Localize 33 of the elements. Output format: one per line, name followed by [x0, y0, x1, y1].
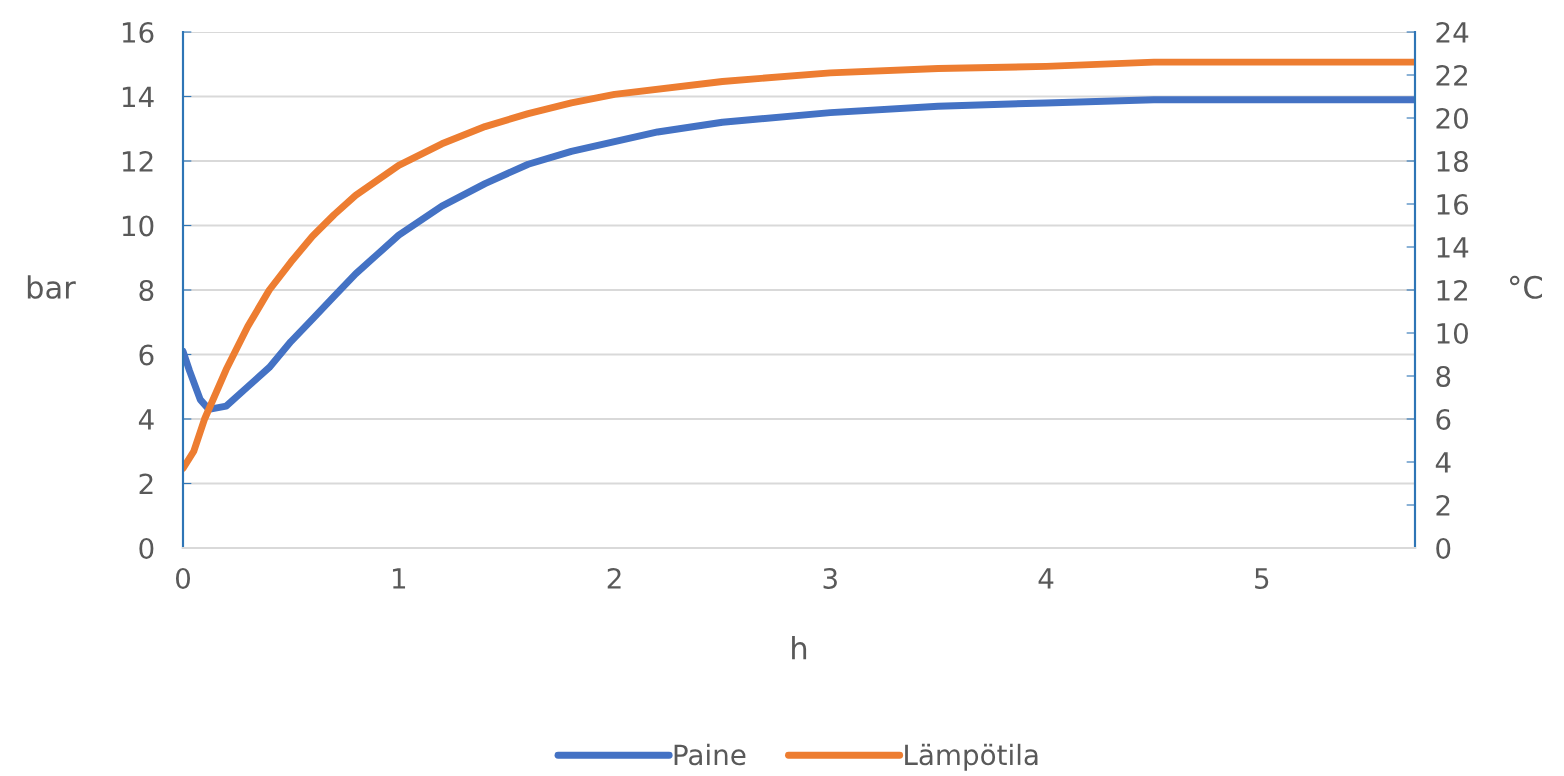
y-axis-title: bar — [27, 275, 76, 299]
y-tick-label: 10 — [122, 215, 154, 237]
x-tick-label: 2 — [607, 567, 621, 589]
legend-label: Lämpötila — [905, 743, 1038, 771]
y2-tick-label: 4 — [1435, 452, 1451, 473]
y-tick-label: 14 — [122, 86, 154, 108]
y-tick-label: 0 — [139, 537, 154, 559]
x-axis-title: h — [792, 635, 807, 660]
y2-tick-label: 18 — [1437, 150, 1468, 172]
y2-tick-label: 24 — [1436, 21, 1469, 43]
y-tick-label: 12 — [122, 150, 153, 172]
y2-tick-label: 20 — [1436, 107, 1468, 129]
y-tick-label: 4 — [138, 409, 154, 430]
y2-tick-label: 14 — [1437, 237, 1469, 258]
x-tick-label: 3 — [823, 567, 837, 589]
x-tick-label: 5 — [1255, 568, 1269, 589]
y-tick-label: 8 — [139, 279, 154, 301]
y2-axis-title: °C — [1509, 275, 1542, 299]
y2-tick-label: 0 — [1436, 537, 1451, 559]
y2-tick-label: 6 — [1436, 408, 1451, 430]
y2-tick-label: 2 — [1436, 494, 1450, 516]
x-tick-label: 4 — [1038, 568, 1054, 589]
x-tick-label: 1 — [392, 568, 406, 589]
legend-label: Paine — [674, 743, 746, 766]
x-tick-label: 0 — [175, 567, 190, 589]
y2-tick-label: 16 — [1437, 193, 1469, 215]
y2-tick-label: 8 — [1436, 365, 1451, 387]
y2-tick-label: 10 — [1437, 322, 1468, 344]
y-tick-label: 2 — [139, 473, 153, 495]
y-tick-label: 16 — [122, 21, 154, 43]
y-tick-label: 6 — [139, 344, 154, 366]
y2-tick-label: 22 — [1436, 64, 1468, 86]
y2-tick-label: 12 — [1437, 279, 1468, 301]
